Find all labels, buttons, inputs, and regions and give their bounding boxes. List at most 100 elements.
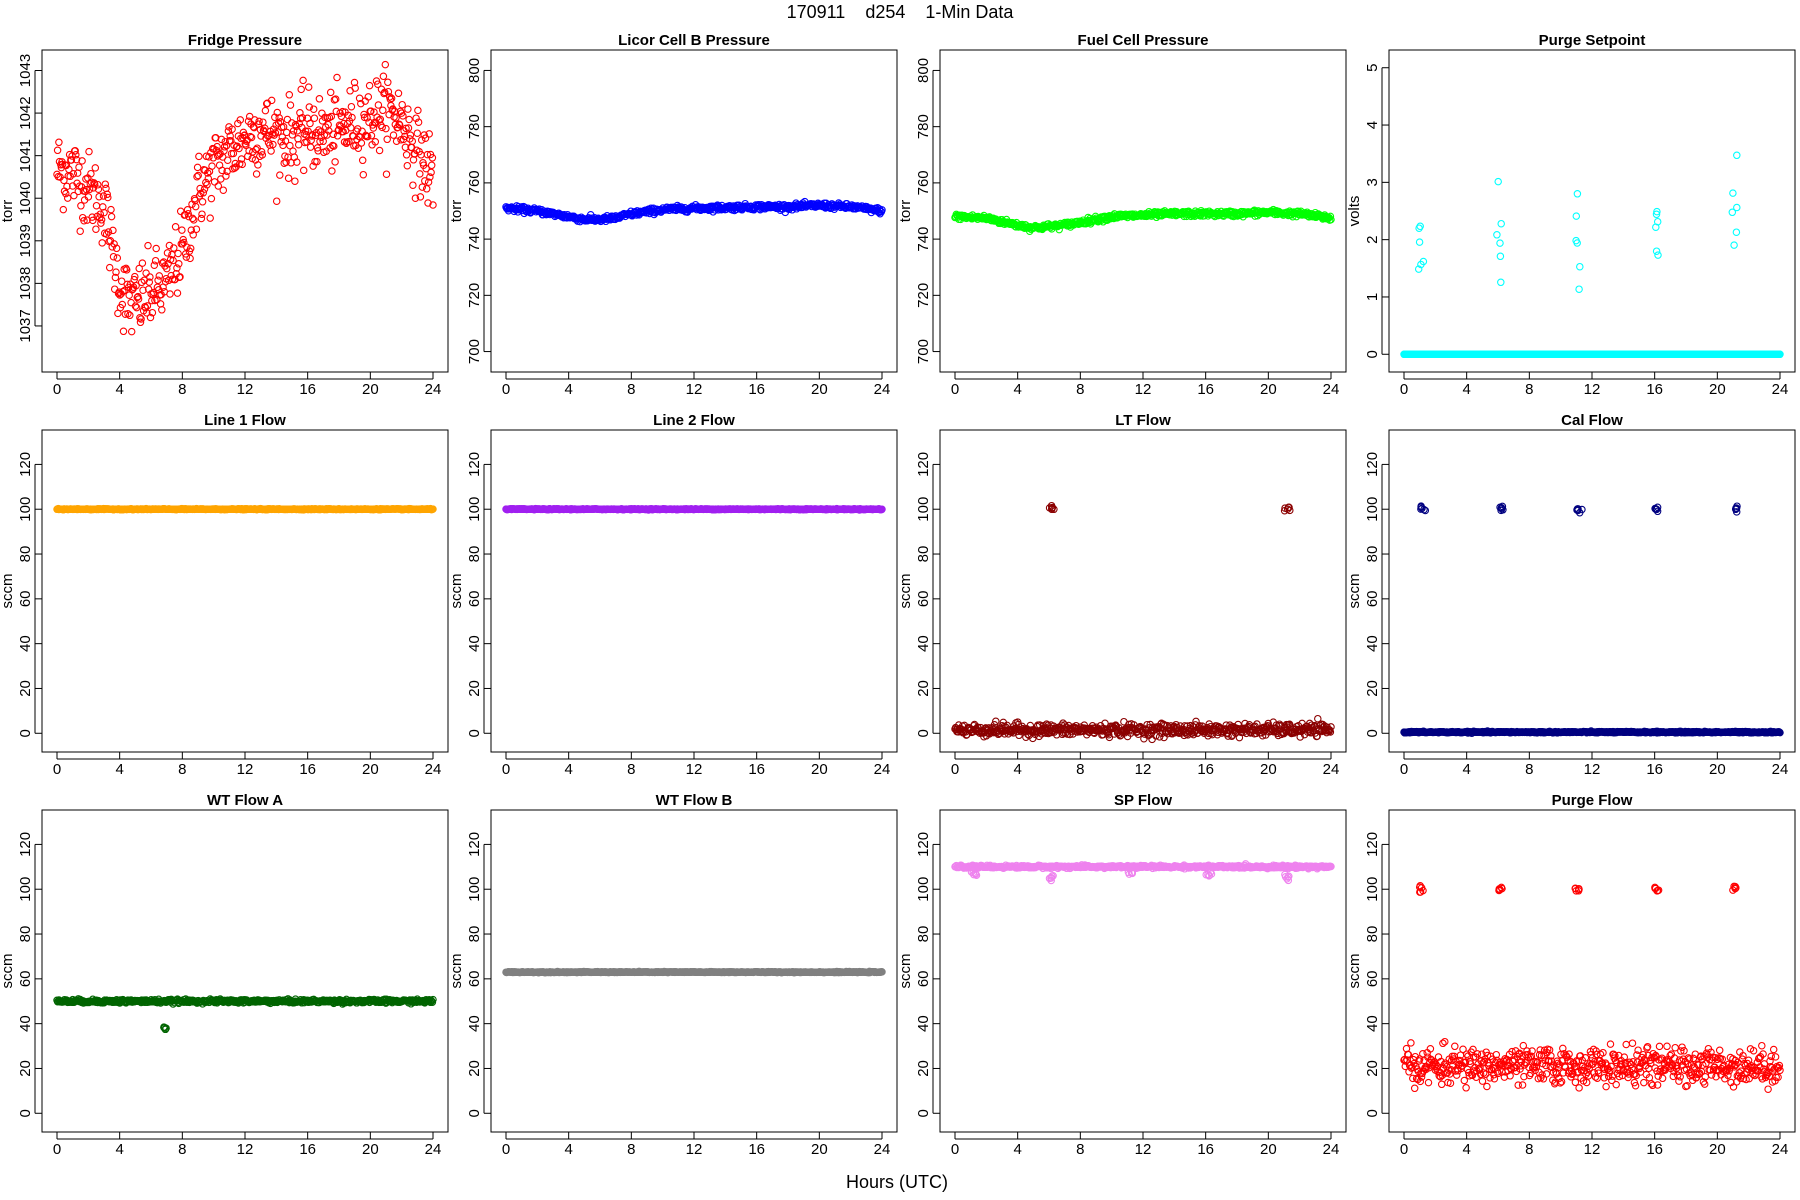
x-tick-label: 12 (237, 761, 254, 778)
data-point (394, 89, 403, 98)
data-point (287, 159, 295, 167)
data-point (297, 85, 305, 94)
data-point (276, 171, 284, 179)
data-point (131, 302, 140, 310)
data-point (143, 309, 151, 317)
data-point (289, 147, 297, 155)
data-point (228, 125, 236, 133)
x-tick-label: 4 (1462, 381, 1470, 398)
data-point (250, 116, 259, 124)
x-tick-label: 12 (1135, 381, 1152, 398)
x-tick-label: 12 (1135, 761, 1152, 778)
data-point (414, 106, 422, 115)
data-point (135, 264, 143, 273)
y-axis-label: volts (1346, 196, 1363, 227)
spike-point (1729, 189, 1737, 197)
data-point (307, 136, 315, 145)
panel-title: LT Flow (1115, 412, 1171, 429)
data-point (63, 194, 72, 202)
data-point (320, 130, 329, 139)
data-point (358, 127, 366, 136)
data-point (59, 205, 68, 214)
data-point (92, 225, 100, 233)
data-point (81, 187, 89, 196)
data-point (327, 112, 336, 121)
series-points (53, 504, 437, 514)
data-point (100, 208, 108, 217)
data-point (233, 142, 241, 150)
data-point (235, 144, 243, 153)
data-point (387, 94, 396, 103)
data-point (163, 249, 172, 257)
data-point (136, 314, 144, 322)
data-point (131, 272, 139, 281)
data-point (156, 300, 165, 308)
data-point (362, 131, 370, 140)
data-point (389, 105, 397, 113)
spike-point (1654, 251, 1662, 259)
data-point (85, 147, 93, 156)
data-point (146, 273, 154, 281)
x-tick-label: 8 (627, 761, 635, 778)
data-point (170, 244, 178, 252)
data-point (183, 243, 191, 251)
data-point (402, 124, 410, 133)
data-point (427, 161, 436, 170)
data-point (331, 158, 339, 166)
y-tick-label: 740 (466, 227, 483, 252)
data-point (282, 158, 290, 166)
x-tick-label: 12 (686, 761, 703, 778)
data-point (207, 194, 216, 203)
data-point (185, 212, 193, 221)
y-tick-label: 0 (1364, 729, 1381, 737)
data-point (219, 186, 228, 194)
y-tick-label: 120 (1364, 452, 1381, 477)
y-tick-label: 720 (466, 283, 483, 308)
data-point (73, 169, 82, 177)
data-point (364, 93, 373, 101)
data-point (104, 228, 113, 236)
data-point (60, 176, 68, 185)
data-point (328, 167, 336, 175)
data-point (303, 138, 311, 146)
data-point (223, 156, 232, 164)
data-point (118, 300, 127, 309)
data-point (136, 318, 145, 327)
y-tick-label: 60 (1364, 590, 1381, 607)
data-point (72, 155, 81, 164)
data-point (384, 78, 392, 87)
data-point (204, 174, 213, 183)
data-point (288, 131, 297, 139)
x-tick-label: 4 (1013, 761, 1021, 778)
data-point (111, 273, 120, 282)
series-points (53, 60, 437, 336)
data-point (379, 106, 387, 115)
data-point (421, 134, 430, 142)
x-tick-label: 24 (1323, 761, 1340, 778)
data-point (337, 112, 346, 121)
data-point (127, 298, 135, 307)
data-point (103, 190, 111, 199)
data-point (224, 127, 233, 135)
data-point (404, 124, 413, 132)
spike-point (1576, 262, 1584, 271)
x-tick-label: 8 (178, 761, 186, 778)
data-point (143, 302, 152, 310)
x-tick-label: 4 (1013, 381, 1021, 398)
x-tick-label: 20 (1709, 381, 1726, 398)
data-point (191, 202, 200, 211)
data-point (230, 164, 239, 172)
data-point (382, 170, 391, 178)
y-tick-label: 120 (17, 452, 34, 477)
spike-point (1572, 212, 1581, 220)
data-point (422, 164, 430, 173)
x-tick-label: 8 (1076, 381, 1084, 398)
data-point (244, 152, 252, 161)
spike-point (1732, 228, 1741, 236)
x-tick-label: 4 (1462, 761, 1470, 778)
data-point (134, 295, 143, 303)
data-point (67, 156, 76, 164)
data-point (197, 214, 206, 223)
data-point (203, 169, 212, 177)
